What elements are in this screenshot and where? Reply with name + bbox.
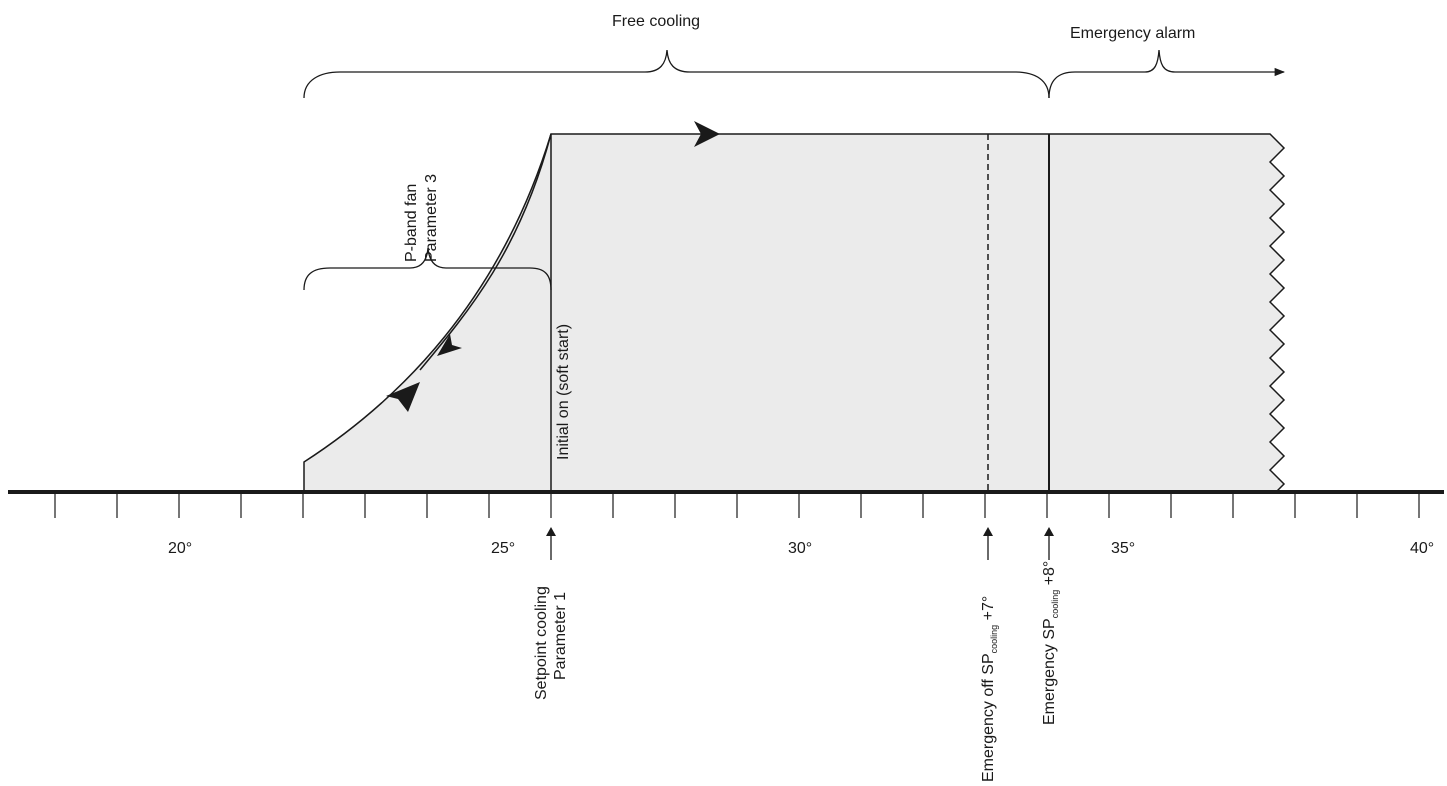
pband-label-line1: P-band fan xyxy=(403,184,420,262)
tick-label-25: 25° xyxy=(491,540,515,557)
emergency-prefix: Emergency SP xyxy=(1041,618,1058,725)
emergency-off-label: Emergency off SPcooling +7° xyxy=(980,596,999,782)
pband-label-line2: Parameter 3 xyxy=(423,174,440,262)
emergency-subscript: cooling xyxy=(1050,590,1060,619)
emergency-off-subscript: cooling xyxy=(989,625,999,654)
tick-label-20: 20° xyxy=(168,540,192,557)
initial-on-label: Initial on (soft start) xyxy=(555,324,572,460)
emergency-off-prefix: Emergency off SP xyxy=(980,653,997,782)
return-curve xyxy=(419,133,552,371)
emergency-label: Emergency SPcooling +8° xyxy=(1041,561,1060,725)
tick-label-30: 30° xyxy=(788,540,812,557)
axis-ticks xyxy=(54,494,1420,518)
top-direction-arrow-icon xyxy=(694,121,720,147)
emergency-off-suffix: +7° xyxy=(980,596,997,625)
setpoint-arrowhead-icon xyxy=(546,527,556,536)
emergency-alarm-brace xyxy=(1048,49,1286,99)
emergency-off-arrowhead-icon xyxy=(983,527,993,536)
emergency-alarm-label: Emergency alarm xyxy=(1070,25,1195,42)
emergency-arrowhead-icon xyxy=(1044,527,1054,536)
down-arrow-icon xyxy=(437,334,462,356)
free-cooling-brace xyxy=(303,49,1050,99)
setpoint-label-line1: Setpoint cooling xyxy=(533,586,550,700)
free-cooling-label: Free cooling xyxy=(612,13,700,30)
tick-label-40: 40° xyxy=(1410,540,1434,557)
pband-brace xyxy=(303,247,552,291)
setpoint-label-line2: Parameter 1 xyxy=(552,592,569,680)
up-arrow-icon xyxy=(386,382,420,412)
tick-label-35: 35° xyxy=(1111,540,1135,557)
emergency-suffix: +8° xyxy=(1041,561,1058,590)
operating-area xyxy=(303,133,1286,493)
